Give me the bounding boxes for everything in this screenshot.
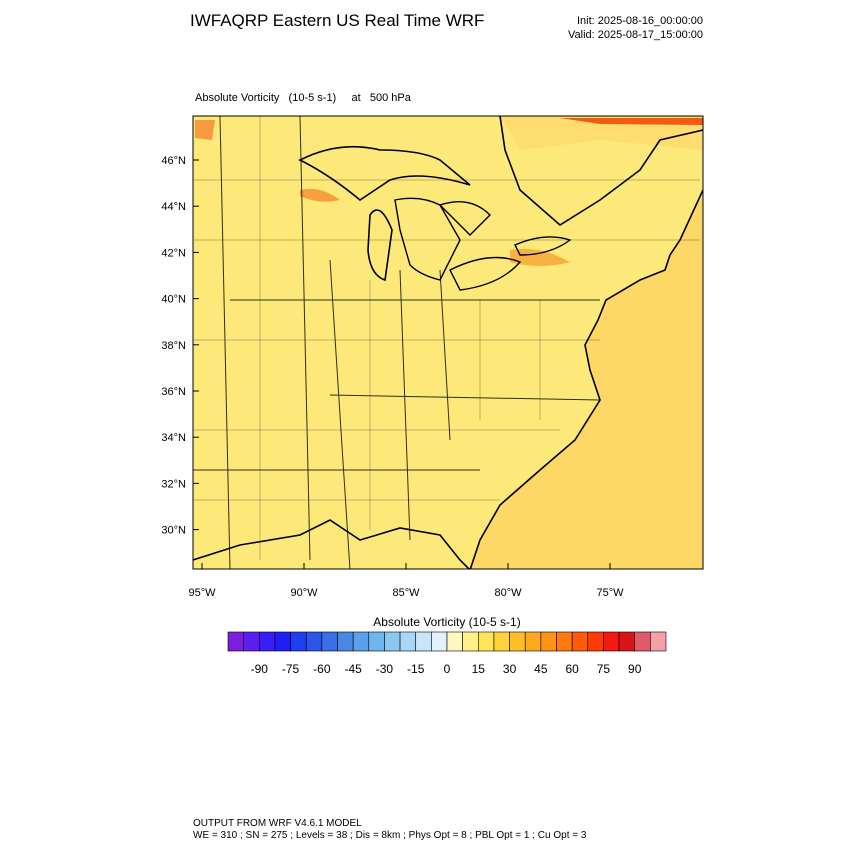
colorbar-swatch	[587, 631, 604, 652]
colorbar-swatch	[243, 631, 260, 652]
colorbar-swatch	[321, 631, 338, 652]
colorbar-swatch	[618, 631, 636, 652]
colorbar-title: Absolute Vorticity (10-5 s-1)	[373, 615, 520, 629]
colorbar-swatch	[634, 631, 651, 652]
colorbar-swatch	[477, 631, 495, 652]
colorbar-swatch	[446, 631, 463, 652]
colorbar-tick-label: -30	[376, 662, 394, 676]
colorbar-tick-label: -75	[282, 662, 300, 676]
colorbar-tick-label: -15	[407, 662, 425, 676]
lon-label: 95°W	[188, 587, 216, 599]
footer-line: OUTPUT FROM WRF V4.6.1 MODEL	[193, 818, 362, 829]
colorbar-tick-label: 15	[472, 662, 486, 676]
colorbar-swatch	[462, 631, 479, 652]
lat-label: 30°N	[161, 525, 186, 537]
init-time: Init: 2025-08-16_00:00:00	[577, 15, 703, 27]
colorbar-swatch	[305, 631, 323, 652]
valid-time: Valid: 2025-08-17_15:00:00	[568, 29, 703, 41]
footer-line: WE = 310 ; SN = 275 ; Levels = 38 ; Dis …	[193, 830, 587, 841]
colorbar-swatch	[524, 631, 542, 652]
colorbar-swatch	[368, 631, 385, 652]
colorbar-swatch	[258, 631, 276, 652]
map	[192, 115, 704, 570]
colorbar-swatch	[540, 631, 557, 652]
colorbar-swatch	[227, 631, 244, 652]
lat-label: 42°N	[161, 247, 186, 259]
colorbar-swatch	[509, 631, 526, 652]
field-label: Absolute Vorticity (10-5 s-1) at 500 hPa	[195, 92, 412, 104]
colorbar-tick-label: 90	[628, 662, 642, 676]
lon-label: 85°W	[392, 587, 420, 599]
colorbar-swatch	[556, 631, 573, 652]
colorbar-tick-label: -45	[344, 662, 362, 676]
colorbar-tick-label: 75	[597, 662, 611, 676]
title: IWFAQRP Eastern US Real Time WRF	[190, 11, 484, 30]
colorbar-swatch	[337, 631, 354, 652]
colorbar-swatch	[603, 631, 620, 652]
lon-label: 75°W	[596, 587, 624, 599]
colorbar-swatch	[384, 631, 401, 652]
colorbar-swatch	[352, 631, 370, 652]
map-frame	[192, 115, 704, 570]
lat-label: 38°N	[161, 340, 186, 352]
colorbar-swatch	[290, 631, 307, 652]
colorbar-swatch	[431, 631, 448, 652]
colorbar-swatch	[650, 631, 667, 652]
colorbar-tick-label: 0	[444, 662, 451, 676]
lat-label: 46°N	[161, 155, 186, 167]
colorbar-tick-label: -90	[251, 662, 269, 676]
colorbar-swatch	[571, 631, 589, 652]
lat-label: 40°N	[161, 294, 186, 306]
colorbar-swatch	[274, 631, 291, 652]
colorbar-swatch	[399, 631, 417, 652]
lat-label: 34°N	[161, 432, 186, 444]
lat-label: 36°N	[161, 386, 186, 398]
colorbar-tick-label: -60	[313, 662, 331, 676]
lon-label: 80°W	[494, 587, 522, 599]
lon-label: 90°W	[290, 587, 318, 599]
colorbar-swatch	[493, 631, 510, 652]
lat-label: 44°N	[161, 201, 186, 213]
colorbar-tick-label: 60	[565, 662, 579, 676]
colorbar-swatch	[415, 631, 432, 652]
lat-label: 32°N	[161, 478, 186, 490]
colorbar-tick-label: 30	[503, 662, 517, 676]
colorbar-tick-label: 45	[534, 662, 548, 676]
